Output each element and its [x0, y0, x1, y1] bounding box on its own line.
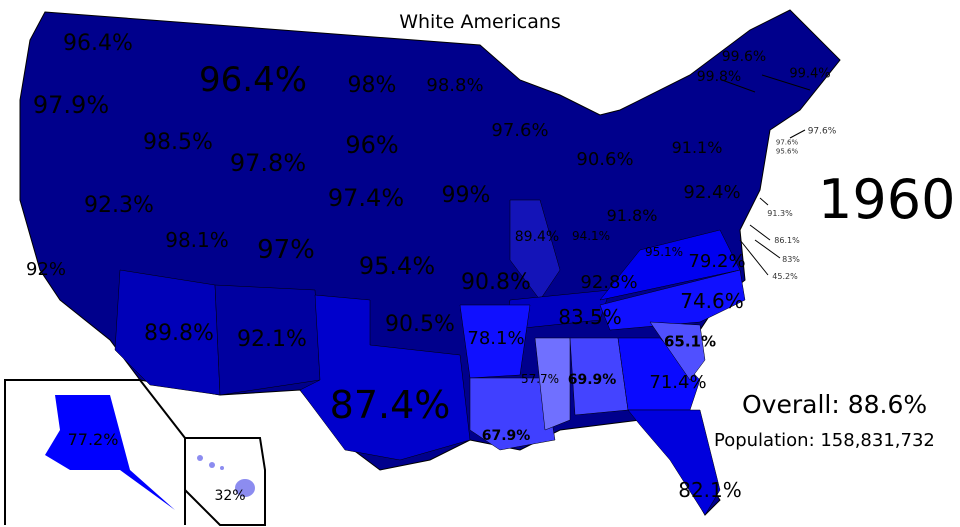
overall-percentage: Overall: 88.6% — [742, 390, 928, 419]
state-label-nh: 99.6% — [721, 49, 767, 65]
state-il — [509, 199, 561, 301]
state-label-tx: 87.4% — [329, 383, 451, 427]
state-label-pa: 92.4% — [683, 182, 741, 203]
state-label-nc: 74.6% — [680, 289, 744, 313]
state-label-fl: 82.1% — [678, 478, 742, 502]
state-label-sd: 96% — [345, 131, 399, 159]
state-label-wy: 97.8% — [229, 149, 307, 177]
alaska-inset-border — [4, 379, 186, 525]
state-hi — [197, 455, 255, 497]
state-la — [469, 377, 556, 451]
state-label-il: 89.4% — [514, 229, 560, 245]
state-label-ok: 90.5% — [385, 312, 455, 337]
state-label-dc: 45.2% — [772, 272, 798, 281]
state-label-la: 67.9% — [481, 428, 531, 444]
state-label-mo: 90.8% — [461, 270, 531, 295]
state-label-al: 69.9% — [567, 372, 617, 388]
leader-lines — [721, 74, 811, 276]
state-label-sc: 65.1% — [663, 332, 717, 351]
state-sc — [649, 321, 706, 381]
state-label-ri: 97.6% — [775, 138, 799, 147]
state-ms — [534, 337, 571, 431]
state-ar — [459, 304, 531, 379]
state-label-me: 99.4% — [789, 66, 831, 82]
state-nc — [599, 269, 746, 331]
state-label-in: 94.1% — [571, 229, 611, 243]
state-label-wa: 96.4% — [63, 31, 133, 56]
state-tx — [299, 294, 471, 461]
state-label-nv: 92.3% — [84, 193, 154, 218]
state-label-mn: 98.8% — [426, 75, 484, 96]
state-label-ia: 99% — [441, 183, 491, 208]
state-label-ms: 57.7% — [520, 372, 560, 386]
state-label-mi: 90.6% — [576, 149, 634, 170]
state-label-de: 86.1% — [774, 236, 800, 245]
population-label: Population: 158,831,732 — [714, 430, 935, 451]
state-label-wi: 97.6% — [491, 120, 549, 141]
state-label-or: 97.9% — [32, 91, 110, 119]
state-label-nd: 98% — [347, 73, 397, 98]
state-label-ks: 95.4% — [358, 252, 436, 280]
state-label-az: 89.8% — [144, 321, 214, 346]
state-label-id: 98.5% — [143, 130, 213, 155]
state-label-va: 79.2% — [688, 251, 746, 272]
state-label-ak: 77.2% — [67, 430, 119, 449]
state-fl — [627, 409, 721, 516]
state-label-oh: 91.8% — [606, 206, 658, 225]
state-label-ky: 92.8% — [580, 272, 638, 293]
state-az — [114, 269, 221, 396]
state-label-ma: 97.6% — [807, 126, 837, 137]
state-label-wv: 95.1% — [644, 245, 684, 259]
state-label-ar: 78.1% — [467, 328, 525, 349]
state-ak — [45, 395, 175, 510]
state-label-ny: 91.1% — [671, 138, 723, 157]
state-label-ne: 97.4% — [327, 184, 405, 212]
state-ga — [617, 337, 701, 411]
state-label-vt: 99.8% — [696, 69, 742, 85]
state-label-nj: 91.3% — [767, 209, 793, 218]
state-label-ct: 95.6% — [775, 147, 799, 156]
state-label-ga: 71.4% — [649, 372, 707, 393]
state-label-hi: 32% — [214, 488, 246, 504]
state-label-md: 83% — [782, 255, 800, 264]
map-title: White Americans — [399, 11, 561, 33]
state-label-mt: 96.4% — [198, 60, 308, 100]
state-label-ut: 98.1% — [165, 228, 229, 252]
hawaii-inset-border — [184, 437, 266, 526]
state-label-co: 97% — [257, 235, 315, 265]
state-label-nm: 92.1% — [237, 327, 307, 352]
year-label: 1960 — [818, 168, 956, 231]
state-label-ca: 92% — [25, 259, 67, 280]
state-label-tn: 83.5% — [558, 305, 622, 329]
